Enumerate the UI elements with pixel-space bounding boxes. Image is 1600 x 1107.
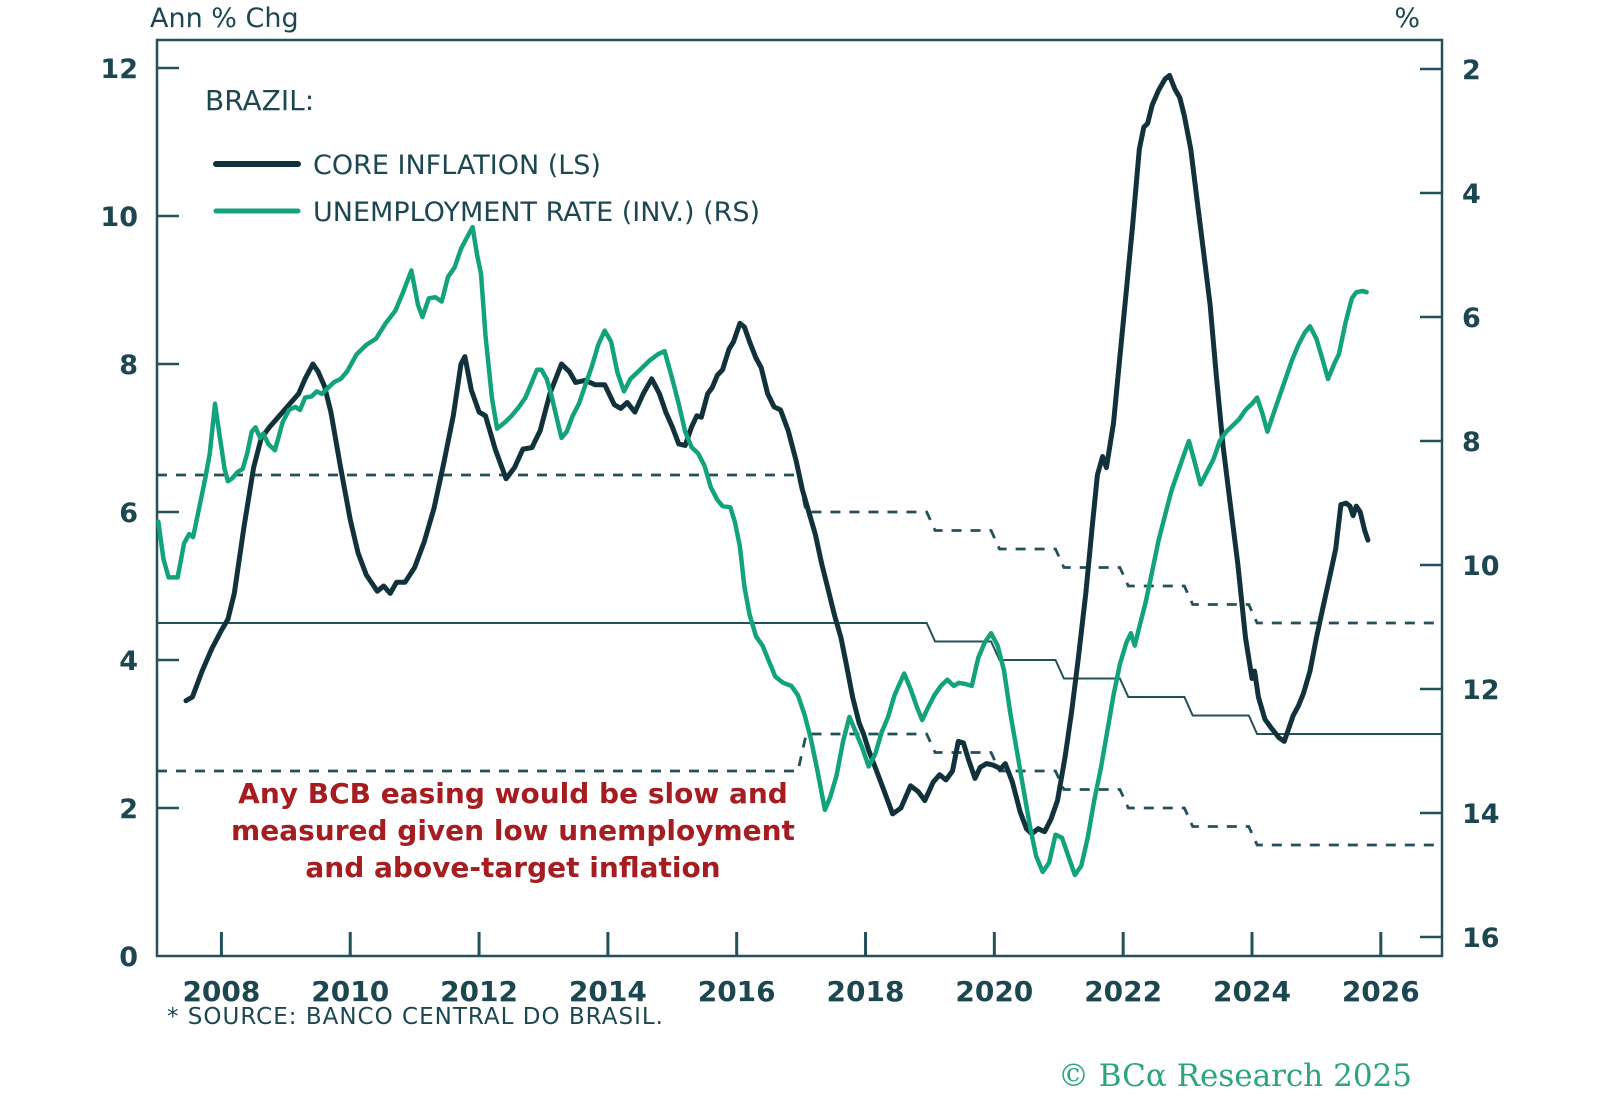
legend-label-core-inflation: CORE INFLATION (LS): [313, 150, 601, 181]
policy-line-inflation-target-upper-band: [157, 473, 1442, 625]
left-axis-tick-label: 12: [100, 54, 138, 85]
x-axis-tick-label: 2024: [1213, 975, 1291, 1008]
plot-border: [155, 38, 1444, 958]
right-axis-tick-label: 2: [1462, 55, 1481, 86]
plot-frame: [155, 38, 1444, 958]
inflation-target-lines: [157, 473, 1442, 847]
x-axis-tick-label: 2012: [440, 975, 518, 1008]
policy-line-inflation-target: [157, 622, 1442, 735]
data-series: [156, 72, 1371, 878]
axis-tick-labels: 0 2 4 6 8 10 12 2 4 6 8 10 12 14 16 2008 2010 2012 2014 201…: [100, 54, 1499, 1008]
copyright: © BCα Research 2025: [1058, 1058, 1412, 1094]
right-axis-tick-label: 12: [1462, 675, 1500, 706]
unemployment-rate-inverted-line: [156, 224, 1369, 878]
right-axis-tick-label: 16: [1462, 923, 1500, 954]
x-axis-tick-label: 2022: [1084, 975, 1162, 1008]
annotation-line-3: and above-target inflation: [305, 851, 720, 884]
left-axis-title: Ann % Chg: [150, 3, 299, 34]
right-axis-tick-label: 4: [1462, 179, 1481, 210]
left-axis-tick-label: 4: [119, 646, 138, 677]
legend-label-unemployment: UNEMPLOYMENT RATE (INV.) (RS): [313, 197, 760, 228]
right-axis-tick-label: 10: [1462, 551, 1500, 582]
x-axis-tick-label: 2014: [569, 975, 647, 1008]
right-axis-tick-label: 6: [1462, 303, 1481, 334]
x-axis-tick-label: 2026: [1342, 975, 1420, 1008]
annotation-line-1: Any BCB easing would be slow and: [238, 777, 788, 810]
annotation: Any BCB easing would be slow and measure…: [231, 777, 795, 884]
core-inflation-line: [183, 72, 1371, 837]
left-axis-tick-label: 6: [119, 498, 138, 529]
x-axis-tick-label: 2018: [827, 975, 905, 1008]
right-axis-title: %: [1394, 3, 1420, 34]
source-note: * SOURCE: BANCO CENTRAL DO BRASIL.: [167, 1004, 664, 1030]
x-axis-tick-label: 2008: [182, 975, 260, 1008]
left-axis-tick-label: 0: [119, 942, 138, 973]
annotation-line-2: measured given low unemployment: [231, 814, 795, 847]
x-axis-tick-label: 2016: [698, 975, 776, 1008]
axis-ticks: [157, 66, 1442, 956]
right-axis-tick-label: 14: [1462, 799, 1500, 830]
x-axis-tick-label: 2020: [955, 975, 1033, 1008]
left-axis-tick-label: 10: [100, 202, 138, 233]
legend-title: BRAZIL:: [205, 84, 314, 117]
x-axis-tick-label: 2010: [311, 975, 389, 1008]
left-axis-tick-label: 2: [119, 794, 138, 825]
legend: BRAZIL: CORE INFLATION (LS) UNEMPLOYMENT…: [205, 84, 760, 228]
right-axis-tick-label: 8: [1462, 427, 1481, 458]
left-axis-tick-label: 8: [119, 350, 138, 381]
